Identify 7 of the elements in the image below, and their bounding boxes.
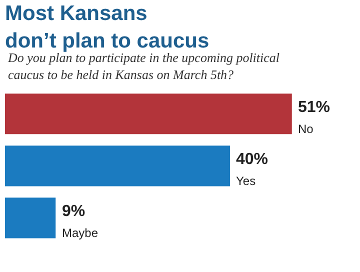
y-tick-label: Maybe bbox=[62, 226, 98, 240]
data-label: 40% bbox=[236, 151, 268, 168]
data-label: 9% bbox=[62, 203, 86, 220]
data-label: 51% bbox=[298, 99, 330, 116]
y-tick-label: No bbox=[298, 122, 314, 136]
y-tick-label: Yes bbox=[236, 174, 256, 188]
chart-title: Most Kansans don’t plan to caucus bbox=[5, 2, 210, 52]
